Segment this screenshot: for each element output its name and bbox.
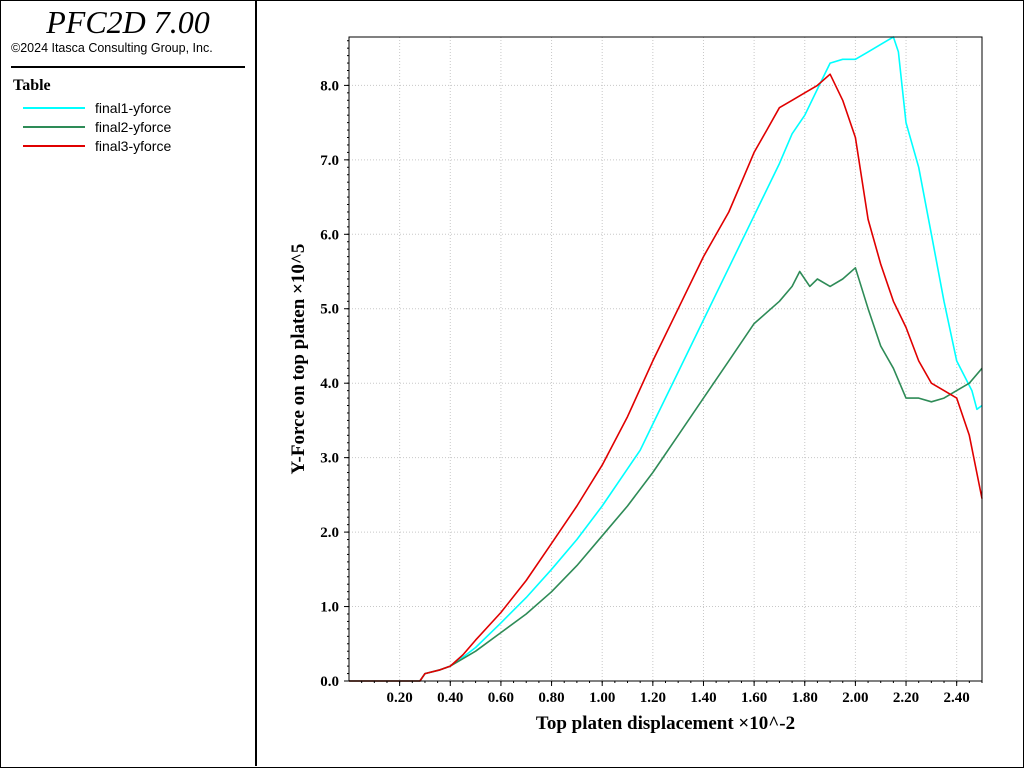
series-line-3 — [349, 73, 983, 682]
y-tick-label: 2.0 — [320, 525, 339, 541]
legend-item-final2: final2-yforce — [23, 118, 171, 136]
x-tick-label: 2.40 — [944, 690, 970, 706]
y-tick-label: 4.0 — [320, 376, 339, 392]
x-tick-label: 0.80 — [538, 690, 564, 706]
series-lines — [349, 36, 983, 682]
series-line-2 — [349, 266, 983, 682]
legend-swatch — [23, 145, 85, 147]
legend-label: final3-yforce — [95, 138, 172, 154]
legend-label: final2-yforce — [95, 119, 172, 135]
x-tick-label: 0.20 — [387, 690, 413, 706]
copyright-text: ©2024 Itasca Consulting Group, Inc. — [11, 41, 213, 55]
axis-ticks: 0.20 0.40 0.60 0.80 1.00 1.20 1.40 1.60 1.80 2.00… — [320, 40, 983, 706]
y-tick-label: 3.0 — [320, 451, 339, 467]
y-tick-label: 7.0 — [320, 153, 339, 169]
plot-area-frame — [348, 36, 983, 682]
legend-swatch — [23, 126, 85, 128]
x-tick-label: 2.00 — [842, 690, 868, 706]
x-tick-label: 0.60 — [488, 690, 514, 706]
legend-heading: Table — [13, 77, 51, 94]
x-tick-label: 1.20 — [640, 690, 666, 706]
divider — [11, 66, 245, 68]
x-axis-title: Top platen displacement ×10^-2 — [536, 713, 795, 734]
x-tick-label: 0.40 — [437, 690, 463, 706]
y-tick-label: 1.0 — [320, 600, 339, 616]
x-tick-label: 2.20 — [893, 690, 919, 706]
y-tick-label: 5.0 — [320, 302, 339, 318]
y-axis-title: Y-Force on top platen ×10^5 — [288, 244, 309, 475]
x-tick-label: 1.40 — [690, 690, 716, 706]
x-tick-label: 1.60 — [741, 690, 767, 706]
app-title: PFC2D 7.00 — [46, 4, 210, 40]
x-tick-label: 1.80 — [792, 690, 818, 706]
x-tick-label: 1.00 — [589, 690, 615, 706]
legend-panel: PFC2D 7.00 ©2024 Itasca Consulting Group… — [1, 1, 257, 766]
legend-item-final3: final3-yforce — [23, 137, 171, 155]
legend-label: final1-yforce — [95, 100, 172, 116]
legend-swatch — [23, 107, 85, 109]
y-tick-label: 0.0 — [320, 674, 339, 690]
legend-item-final1: final1-yforce — [23, 99, 171, 117]
y-tick-label: 6.0 — [320, 227, 339, 243]
grid-lines — [349, 37, 982, 682]
series-line-1 — [349, 36, 983, 682]
y-tick-label: 8.0 — [320, 78, 339, 94]
